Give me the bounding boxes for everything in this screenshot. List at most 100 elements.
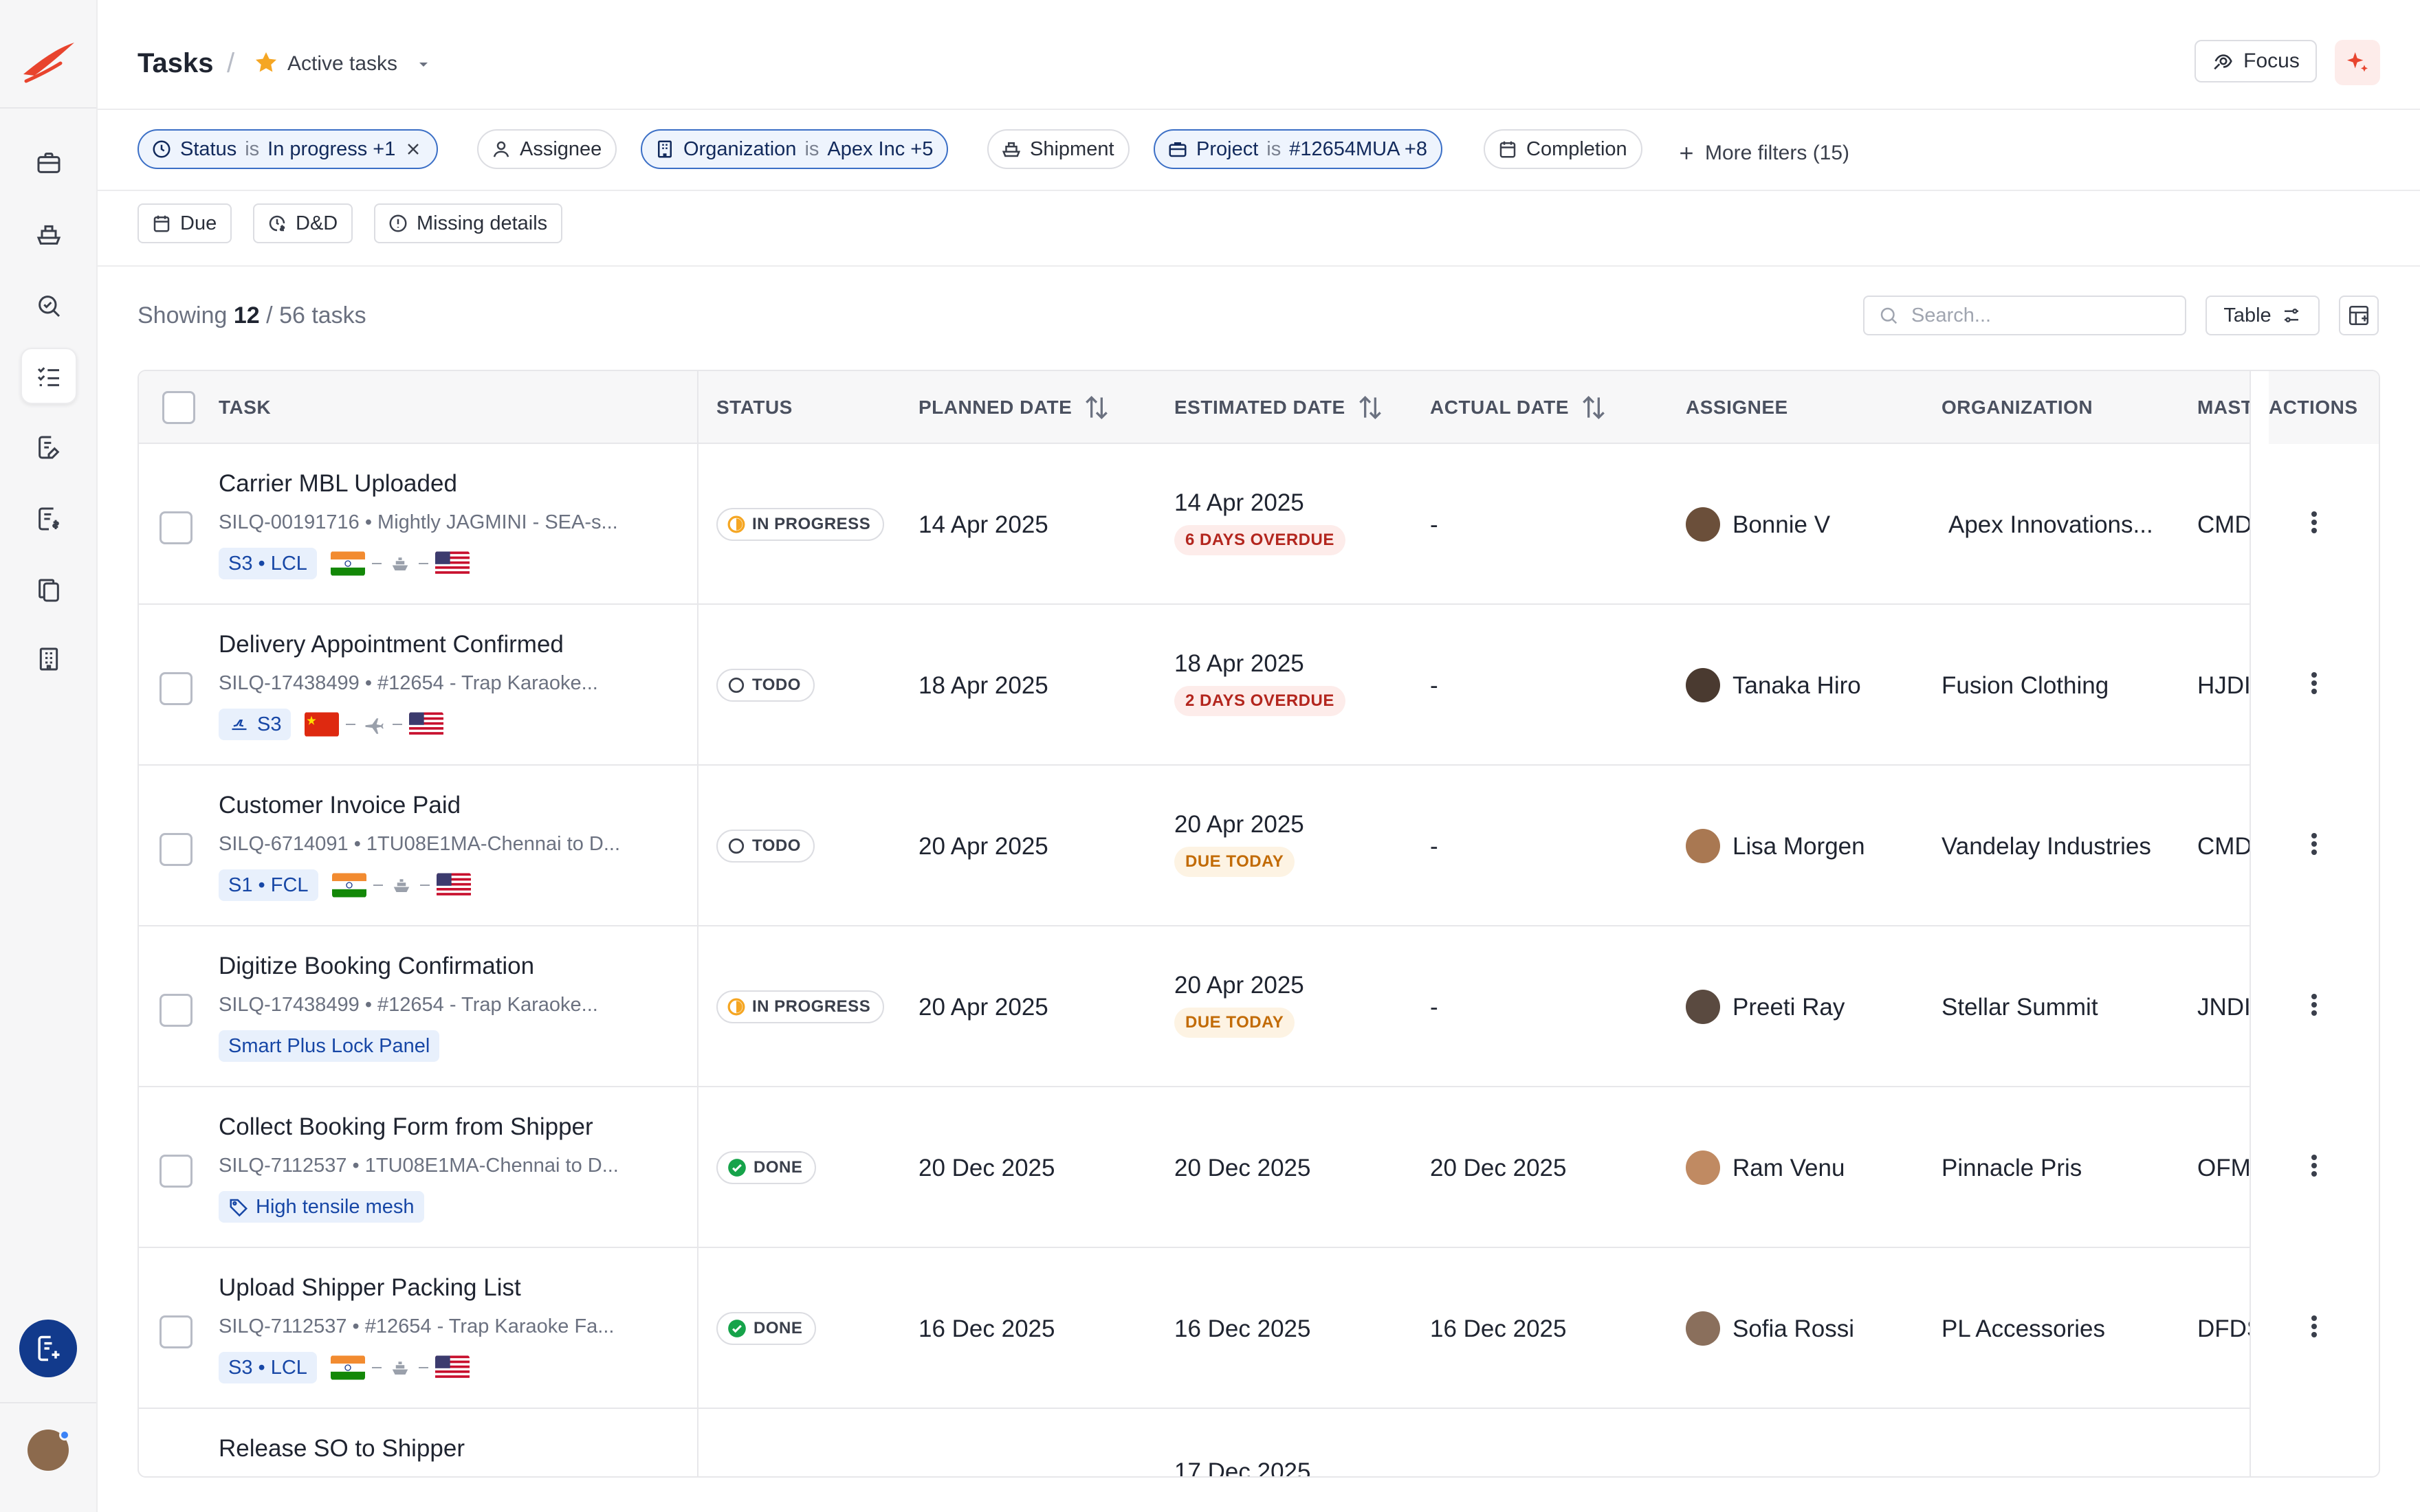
sidebar-item-documents[interactable] xyxy=(21,419,77,476)
sidebar-item-invoices[interactable] xyxy=(21,491,77,547)
close-icon[interactable] xyxy=(404,140,423,159)
assignee-avatar[interactable] xyxy=(1686,1150,1720,1185)
sidebar-item-copies[interactable] xyxy=(21,562,77,619)
more-options-icon[interactable] xyxy=(2311,509,2320,536)
more-filters-button[interactable]: More filters (15) xyxy=(1676,133,1849,173)
column-assignee[interactable]: ASSIGNEE xyxy=(1686,397,1788,418)
star-icon[interactable] xyxy=(253,49,279,76)
filter-assignee[interactable]: Assignee xyxy=(477,129,617,169)
task-tag[interactable]: S3 • LCL xyxy=(219,548,317,579)
sidebar-item-search[interactable] xyxy=(21,278,77,334)
status-badge[interactable]: TODO xyxy=(716,669,815,702)
building-icon xyxy=(658,140,672,158)
search-input[interactable]: Search... xyxy=(1863,296,2186,335)
status-badge[interactable]: DONE xyxy=(716,1312,817,1345)
sliders-icon xyxy=(2284,309,2298,322)
task-tag[interactable]: High tensile mesh xyxy=(219,1191,424,1223)
column-task[interactable]: TASK xyxy=(219,397,272,418)
view-selector[interactable]: Active tasks xyxy=(287,52,398,75)
filter-missing-details[interactable]: Missing details xyxy=(374,203,563,243)
sparkle-icon xyxy=(2347,52,2368,72)
ai-assistant-button[interactable] xyxy=(2335,40,2380,85)
more-options-icon[interactable] xyxy=(2311,1313,2320,1340)
select-all-checkbox[interactable] xyxy=(162,391,195,424)
filter-project[interactable]: Project is #12654MUA +8 xyxy=(1154,129,1442,169)
assignee-avatar[interactable] xyxy=(1686,990,1720,1024)
filter-shipment[interactable]: Shipment xyxy=(987,129,1130,169)
more-options-icon[interactable] xyxy=(2311,1152,2320,1179)
assignee-avatar[interactable] xyxy=(1686,829,1720,863)
status-badge[interactable]: IN PROGRESS xyxy=(716,508,885,541)
filter-due[interactable]: Due xyxy=(138,203,232,243)
assignee-avatar[interactable] xyxy=(1686,1311,1720,1346)
task-name[interactable]: Customer Invoice Paid xyxy=(219,792,461,819)
sidebar-item-tasks[interactable] xyxy=(21,348,77,404)
table-row[interactable]: Upload Shipper Packing List SILQ-7112537 … xyxy=(139,1248,2379,1409)
sidebar-item-organizations[interactable] xyxy=(21,631,77,687)
view-toggle-label: Table xyxy=(2223,304,2272,326)
assignee-avatar[interactable] xyxy=(1686,668,1720,702)
focus-button[interactable]: Focus xyxy=(2194,40,2317,82)
column-settings-button[interactable] xyxy=(2339,296,2379,335)
sidebar-item-briefcase[interactable] xyxy=(21,135,77,191)
organization-name: Apex Innovations... xyxy=(1948,511,2153,538)
table-row[interactable]: Digitize Booking Confirmation SILQ-174384… xyxy=(139,926,2379,1087)
chevron-down-icon[interactable] xyxy=(415,56,432,73)
column-master[interactable]: MAST xyxy=(2197,397,2254,418)
filter-row-divider xyxy=(98,190,2420,191)
status-badge[interactable]: TODO xyxy=(716,830,815,863)
filter-completion[interactable]: Completion xyxy=(1484,129,1642,169)
table-row[interactable]: Carrier MBL Uploaded SILQ-00191716 • Migh… xyxy=(139,444,2379,605)
task-name[interactable]: Carrier MBL Uploaded xyxy=(219,470,457,497)
column-actual-date[interactable]: ACTUAL DATE xyxy=(1430,371,1609,444)
row-checkbox[interactable] xyxy=(160,994,192,1027)
row-checkbox[interactable] xyxy=(160,1315,192,1348)
task-name[interactable]: Delivery Appointment Confirmed xyxy=(219,631,564,658)
row-checkbox[interactable] xyxy=(160,833,192,866)
filter-dnd[interactable]: D&D xyxy=(253,203,353,243)
filter-project-op: is xyxy=(1266,137,1282,160)
table-row[interactable]: Release SO to Shipper 17 Dec 2025 xyxy=(139,1409,2379,1478)
actions-column: ACTIONS xyxy=(2250,371,2379,1476)
table-row[interactable]: Collect Booking Form from Shipper SILQ-71… xyxy=(139,1087,2379,1248)
column-organization[interactable]: ORGANIZATION xyxy=(1942,397,2093,418)
status-badge[interactable]: DONE xyxy=(716,1151,817,1184)
task-tag[interactable]: S3 xyxy=(219,709,292,740)
filter-organization[interactable]: Organization is Apex Inc +5 xyxy=(641,129,949,169)
search-icon xyxy=(1880,307,1898,324)
actual-date: - xyxy=(1430,511,1438,538)
organization-name: PL Accessories xyxy=(1942,1315,2105,1342)
row-checkbox[interactable] xyxy=(160,1155,192,1188)
assignee-avatar[interactable] xyxy=(1686,507,1720,542)
row-checkbox[interactable] xyxy=(160,511,192,544)
status-badge[interactable]: IN PROGRESS xyxy=(716,990,885,1023)
row-checkbox[interactable] xyxy=(160,672,192,705)
view-toggle-button[interactable]: Table xyxy=(2206,296,2320,335)
task-tag[interactable]: S3 • LCL xyxy=(219,1352,317,1383)
sort-icon[interactable] xyxy=(1081,392,1112,423)
new-task-button[interactable] xyxy=(19,1320,77,1377)
row-checkbox[interactable] xyxy=(160,1476,192,1478)
brand-logo-icon[interactable] xyxy=(19,33,78,88)
sort-icon[interactable] xyxy=(1578,392,1609,423)
task-name[interactable]: Collect Booking Form from Shipper xyxy=(219,1113,593,1140)
task-name[interactable]: Upload Shipper Packing List xyxy=(219,1274,521,1301)
assignee-name: Preeti Ray xyxy=(1732,994,1845,1021)
column-estimated-date[interactable]: ESTIMATED DATE xyxy=(1174,371,1385,444)
task-tag[interactable]: S1 • FCL xyxy=(219,869,318,901)
more-options-icon[interactable] xyxy=(2311,991,2320,1019)
planned-date: 20 Apr 2025 xyxy=(918,994,1048,1021)
task-tag[interactable]: Smart Plus Lock Panel xyxy=(219,1030,440,1062)
table-row[interactable]: Delivery Appointment Confirmed SILQ-17438… xyxy=(139,605,2379,766)
column-planned-date[interactable]: PLANNED DATE xyxy=(918,371,1112,444)
table-row[interactable]: Customer Invoice Paid SILQ-6714091 • 1TU0… xyxy=(139,766,2379,926)
filter-status[interactable]: Status is In progress +1 xyxy=(138,129,439,169)
sidebar-item-shipments[interactable] xyxy=(21,206,77,263)
sort-icon[interactable] xyxy=(1355,392,1385,423)
task-name[interactable]: Digitize Booking Confirmation xyxy=(219,953,535,979)
more-options-icon[interactable] xyxy=(2311,669,2320,697)
actual-date: - xyxy=(1430,672,1438,699)
task-name[interactable]: Release SO to Shipper xyxy=(219,1435,465,1462)
column-status[interactable]: STATUS xyxy=(716,397,793,418)
more-options-icon[interactable] xyxy=(2311,830,2320,858)
